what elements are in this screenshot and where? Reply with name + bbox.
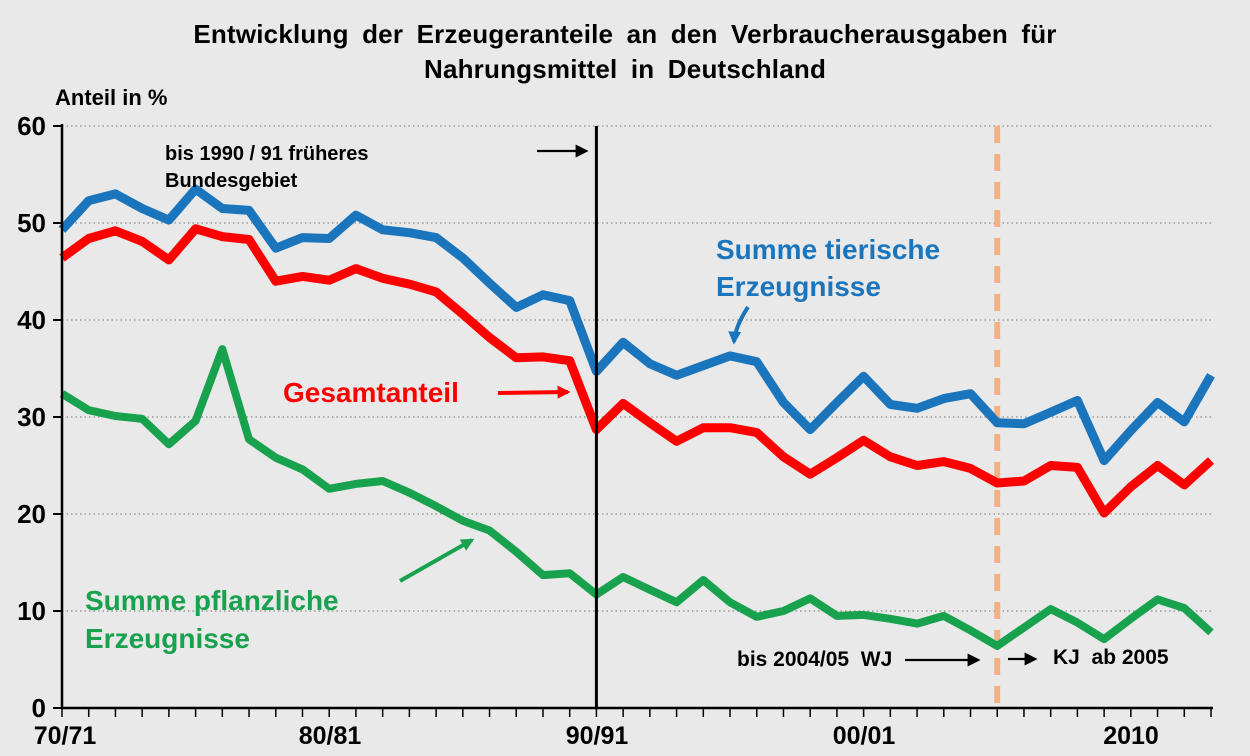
arrow-pflanzliche: [399, 538, 475, 583]
annotation-former-federal-territory: bis 1990 / 91 früheres Bundesgebiet: [165, 143, 369, 192]
y-tick-20: 20: [17, 499, 46, 529]
y-tick-10: 10: [17, 596, 46, 626]
x-tick-7071: 70/71: [33, 722, 97, 750]
annotation-animal-products-label: Summe tierische Erzeugnisse: [716, 234, 941, 302]
x-tick-0001: 00/01: [832, 722, 896, 750]
annotation-plant-products-label: Summe pflanzliche Erzeugnisse: [85, 585, 339, 654]
arrow-tierische: [728, 305, 750, 345]
annotation-total-share-label: Gesamtanteil: [283, 377, 459, 408]
y-tick-50: 50: [17, 208, 46, 238]
x-tick-8081: 80/81: [298, 722, 362, 750]
annotation-calendar-year-label: KJ ab 2005: [1053, 646, 1169, 669]
y-tick-60: 60: [17, 111, 46, 141]
series-line-tierische: [58, 184, 1215, 466]
series-line-gesamtanteil: [59, 224, 1215, 518]
y-tick-0: 0: [31, 693, 46, 723]
y-tick-30: 30: [17, 402, 46, 432]
y-axis-title: Anteil in %: [55, 85, 168, 110]
series-line-pflanzliche: [59, 345, 1214, 650]
x-tick-2010: 2010: [1103, 722, 1159, 750]
x-tick-9091: 90/91: [565, 722, 629, 750]
annotation-marketing-year-label: bis 2004/05 WJ: [737, 648, 893, 671]
chart-title: Entwicklung der Erzeugeranteile an den V…: [193, 19, 1057, 84]
arrow-gesamtanteil: [497, 385, 571, 399]
y-tick-40: 40: [17, 305, 46, 335]
